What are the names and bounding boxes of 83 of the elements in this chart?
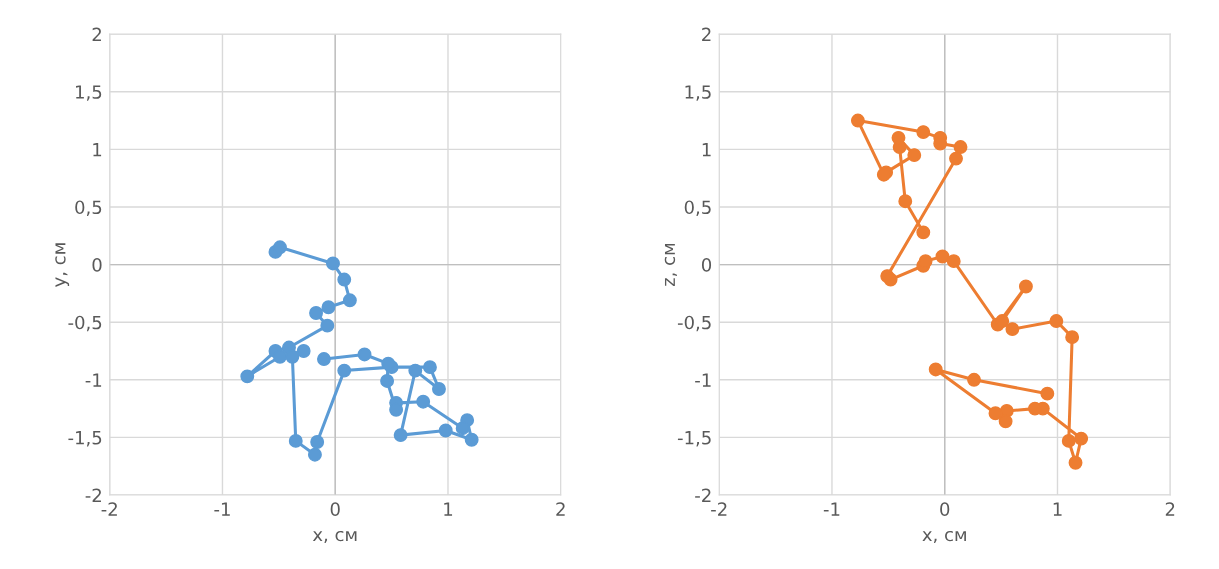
y-tick-label: 1 bbox=[702, 143, 711, 157]
point bbox=[240, 369, 255, 384]
y-tick-label: 2 bbox=[92, 27, 101, 41]
x-tick-label: 1 bbox=[1053, 502, 1062, 516]
point bbox=[850, 113, 865, 128]
y-axis-title: z, см bbox=[664, 243, 677, 287]
y-tick-label: -1,5 bbox=[68, 431, 102, 447]
point bbox=[1065, 330, 1080, 345]
point bbox=[337, 272, 352, 287]
point bbox=[967, 372, 981, 387]
y-tick-label: 1 bbox=[93, 143, 102, 157]
point bbox=[296, 344, 311, 358]
point bbox=[381, 356, 396, 371]
point bbox=[916, 125, 931, 140]
x-tick-label: 2 bbox=[1165, 502, 1175, 516]
point bbox=[988, 406, 1003, 421]
point bbox=[918, 254, 933, 269]
x-tick-label: 1 bbox=[444, 502, 453, 516]
x-tick-label: -2 bbox=[101, 502, 117, 516]
point bbox=[309, 306, 324, 320]
point bbox=[432, 382, 446, 396]
x-axis-title: x, см bbox=[922, 530, 966, 544]
y-tick-label: 0,5 bbox=[684, 200, 711, 216]
point bbox=[416, 394, 431, 409]
point bbox=[288, 433, 303, 448]
y-axis-title: y, см bbox=[55, 243, 70, 287]
point bbox=[321, 300, 336, 315]
y-tick-label: -1 bbox=[85, 373, 102, 387]
y-tick-label: 0 bbox=[92, 258, 102, 272]
point bbox=[310, 435, 325, 449]
point bbox=[916, 225, 931, 240]
point bbox=[342, 293, 357, 308]
point bbox=[307, 447, 322, 462]
point bbox=[1074, 431, 1089, 446]
point bbox=[907, 148, 922, 163]
x-tick-label: -1 bbox=[214, 502, 230, 516]
point bbox=[1049, 314, 1064, 328]
point bbox=[998, 414, 1013, 429]
point bbox=[285, 349, 300, 364]
y-tick-label: 1,5 bbox=[685, 85, 711, 101]
point bbox=[455, 421, 470, 436]
point bbox=[408, 363, 423, 378]
y-tick-label: 0 bbox=[701, 258, 712, 272]
point bbox=[326, 256, 340, 271]
point bbox=[935, 249, 950, 264]
point bbox=[393, 428, 408, 443]
point bbox=[946, 254, 961, 269]
point bbox=[1040, 386, 1055, 401]
point bbox=[898, 194, 913, 209]
x-tick-label: 0 bbox=[940, 502, 950, 516]
point bbox=[1061, 433, 1076, 448]
y-tick-label: -1 bbox=[695, 373, 711, 387]
point bbox=[995, 314, 1010, 328]
point bbox=[928, 362, 943, 377]
x-axis-title: x, см bbox=[312, 530, 357, 544]
y-tick-label: -2 bbox=[85, 488, 101, 502]
point bbox=[949, 151, 963, 166]
x-tick-label: -2 bbox=[711, 502, 727, 516]
point bbox=[953, 140, 968, 155]
y-tick-label: -0,5 bbox=[68, 315, 102, 332]
point bbox=[1005, 322, 1020, 337]
x-tick-label: 2 bbox=[556, 502, 565, 516]
x-tick-label: 0 bbox=[330, 502, 340, 516]
point bbox=[1068, 455, 1083, 470]
y-tick-label: -0,5 bbox=[677, 315, 711, 332]
y-tick-label: 2 bbox=[702, 27, 711, 41]
point bbox=[422, 360, 437, 375]
point bbox=[1018, 279, 1033, 294]
y-tick-label: -2 bbox=[695, 488, 711, 502]
point bbox=[273, 349, 287, 364]
y-tick-label: -1,5 bbox=[677, 431, 711, 447]
point bbox=[891, 130, 906, 145]
point bbox=[380, 374, 395, 388]
point bbox=[317, 352, 331, 367]
x-tick-label: -1 bbox=[823, 502, 840, 516]
point bbox=[357, 347, 372, 362]
point bbox=[320, 318, 335, 333]
point bbox=[337, 363, 352, 378]
y-tick-label: 1,5 bbox=[76, 85, 102, 101]
point bbox=[438, 423, 453, 438]
point bbox=[464, 432, 479, 447]
y-tick-label: 0,5 bbox=[75, 200, 102, 216]
point bbox=[273, 240, 287, 255]
